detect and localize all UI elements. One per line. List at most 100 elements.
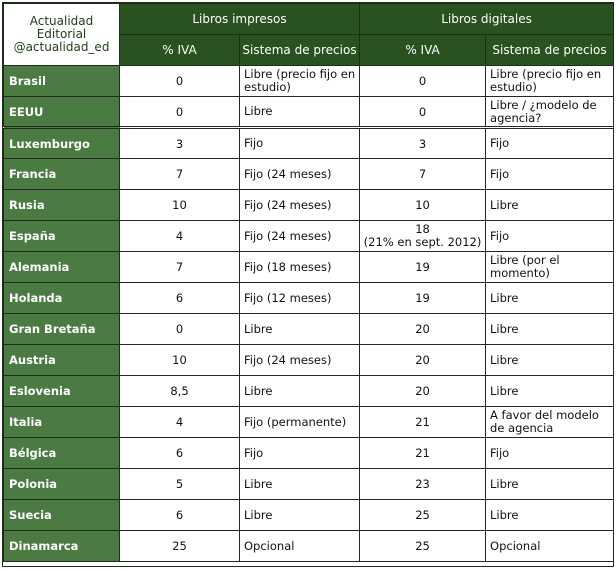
printed-iva-cell: 4 xyxy=(119,406,240,438)
digital-iva-value: 20 xyxy=(415,353,430,367)
table-row: Suecia 6 Libre 25 Libre xyxy=(3,499,613,531)
digital-iva-value: 25 xyxy=(415,539,430,553)
printed-iva-cell: 5 xyxy=(119,468,240,500)
digital-iva-cell: 3 xyxy=(359,127,487,159)
digital-iva-cell: 0 xyxy=(359,96,487,129)
printed-pricing-cell: Libre xyxy=(238,499,361,531)
table-row: Austria 10 Fijo (24 meses) 20 Libre xyxy=(3,344,613,376)
digital-iva-value: 7 xyxy=(418,167,427,181)
printed-iva-cell: 0 xyxy=(119,65,240,97)
digital-pricing-cell: Libre (por el momento) xyxy=(485,251,613,283)
digital-iva-value: 3 xyxy=(418,136,427,151)
country-cell: Austria xyxy=(3,344,120,376)
country-cell: Bélgica xyxy=(3,437,120,469)
printed-pricing-cell: Libre xyxy=(238,96,361,129)
digital-pricing-cell: Libre xyxy=(485,375,613,407)
table-row: Brasil 0 Libre (precio fijo en estudio) 0 Li… xyxy=(3,65,613,97)
digital-iva-value: 19 xyxy=(415,260,430,274)
table-body: Brasil 0 Libre (precio fijo en estudio) 0 Li… xyxy=(3,65,613,562)
printed-iva-cell: 10 xyxy=(119,344,240,376)
digital-pricing-cell: Libre xyxy=(485,499,613,531)
brand-handle: @actualidad_ed xyxy=(13,40,110,54)
printed-pricing-cell: Libre (precio fijo en estudio) xyxy=(238,65,361,97)
table-row: Eslovenia 8,5 Libre 20 Libre xyxy=(3,375,613,407)
digital-pricing-cell: Fijo xyxy=(485,127,613,159)
table-row: Luxemburgo 3 Fijo 3 Fijo xyxy=(3,127,613,159)
vat-comparison-table: Actualidad Editorial @actualidad_ed Libr… xyxy=(3,3,613,562)
subheader-row: % IVA Sistema de precios % IVA Sistema d… xyxy=(4,34,613,66)
printed-pricing-cell: Fijo (24 meses) xyxy=(238,220,361,252)
table-row: Holanda 6 Fijo (12 meses) 19 Libre xyxy=(3,282,613,314)
digital-iva-cell: 19 xyxy=(359,282,487,314)
table-row: España 4 Fijo (24 meses) 18 (21% en sept. 20… xyxy=(3,220,613,252)
digital-pricing-cell: Libre xyxy=(485,344,613,376)
printed-pricing-cell: Libre xyxy=(238,375,361,407)
digital-pricing-header: Sistema de precios xyxy=(485,34,613,66)
table-row: Dinamarca 25 Opcional 25 Opcional xyxy=(3,530,613,562)
printed-iva-cell: 0 xyxy=(119,313,240,345)
printed-pricing-cell: Fijo (permanente) xyxy=(238,406,361,438)
digital-iva-cell: 7 xyxy=(359,158,487,190)
printed-iva-cell: 7 xyxy=(119,251,240,283)
printed-pricing-cell: Fijo (12 meses) xyxy=(238,282,361,314)
digital-pricing-cell: Libre xyxy=(485,282,613,314)
printed-pricing-cell: Opcional xyxy=(238,530,361,562)
printed-pricing-cell: Fijo (24 meses) xyxy=(238,189,361,221)
digital-iva-value: 19 xyxy=(415,291,430,305)
digital-iva-cell: 19 xyxy=(359,251,487,283)
digital-iva-header: % IVA xyxy=(359,34,487,66)
table-row: Polonia 5 Libre 23 Libre xyxy=(3,468,613,500)
printed-iva-cell: 6 xyxy=(119,499,240,531)
digital-iva-cell: 18 (21% en sept. 2012) xyxy=(359,220,487,252)
digital-pricing-cell: Fijo xyxy=(485,220,613,252)
group-header-row: Actualidad Editorial @actualidad_ed Libr… xyxy=(3,3,613,66)
country-cell: Alemania xyxy=(3,251,120,283)
country-cell: EEUU xyxy=(3,96,120,129)
digital-iva-cell: 20 xyxy=(359,344,487,376)
digital-iva-note: (21% en sept. 2012) xyxy=(363,235,482,249)
printed-iva-cell: 6 xyxy=(119,437,240,469)
country-cell: Gran Bretaña xyxy=(3,313,120,345)
digital-pricing-cell: A favor del modelo de agencia xyxy=(485,406,613,438)
table-row: Italia 4 Fijo (permanente) 21 A favor del mo… xyxy=(3,406,613,438)
table-row: Gran Bretaña 0 Libre 20 Libre xyxy=(3,313,613,345)
digital-iva-value: 21 xyxy=(415,415,430,429)
country-cell: Brasil xyxy=(3,65,120,97)
digital-iva-value: 25 xyxy=(415,508,430,522)
printed-pricing-header: Sistema de precios xyxy=(238,34,361,66)
table-row: Francia 7 Fijo (24 meses) 7 Fijo xyxy=(3,158,613,190)
digital-books-header: Libros digitales xyxy=(359,3,613,35)
printed-iva-header: % IVA xyxy=(119,34,240,66)
digital-iva-cell: 10 xyxy=(359,189,487,221)
digital-iva-cell: 21 xyxy=(359,406,487,438)
printed-pricing-cell: Libre xyxy=(238,468,361,500)
printed-iva-cell: 25 xyxy=(119,530,240,562)
digital-iva-cell: 20 xyxy=(359,313,487,345)
country-cell: Dinamarca xyxy=(3,530,120,562)
digital-iva-cell: 20 xyxy=(359,375,487,407)
digital-pricing-cell: Fijo xyxy=(485,158,613,190)
digital-iva-value: 21 xyxy=(415,446,430,460)
printed-pricing-cell: Fijo (24 meses) xyxy=(238,158,361,190)
table-row: Alemania 7 Fijo (18 meses) 19 Libre (por el … xyxy=(3,251,613,283)
printed-iva-cell: 10 xyxy=(119,189,240,221)
printed-pricing-cell: Fijo xyxy=(238,437,361,469)
printed-iva-cell: 7 xyxy=(119,158,240,190)
country-cell: Polonia xyxy=(3,468,120,500)
printed-iva-cell: 3 xyxy=(119,127,240,159)
table-row: EEUU 0 Libre 0 Libre / ¿modelo de agencia? xyxy=(3,96,613,129)
digital-iva-cell: 0 xyxy=(359,65,487,97)
digital-iva-value: 20 xyxy=(415,322,430,336)
country-cell: Suecia xyxy=(3,499,120,531)
country-cell: Luxemburgo xyxy=(3,127,120,159)
digital-iva-cell: 23 xyxy=(359,468,487,500)
printed-books-header: Libros impresos xyxy=(118,3,361,35)
country-cell: Francia xyxy=(3,158,120,190)
printed-pricing-cell: Fijo (24 meses) xyxy=(238,344,361,376)
digital-iva-cell: 25 xyxy=(359,499,487,531)
printed-pricing-cell: Libre xyxy=(238,313,361,345)
country-cell: Holanda xyxy=(3,282,120,314)
digital-iva-cell: 25 xyxy=(359,530,487,562)
table-row: Rusia 10 Fijo (24 meses) 10 Libre xyxy=(3,189,613,221)
digital-iva-value: 23 xyxy=(415,477,430,491)
